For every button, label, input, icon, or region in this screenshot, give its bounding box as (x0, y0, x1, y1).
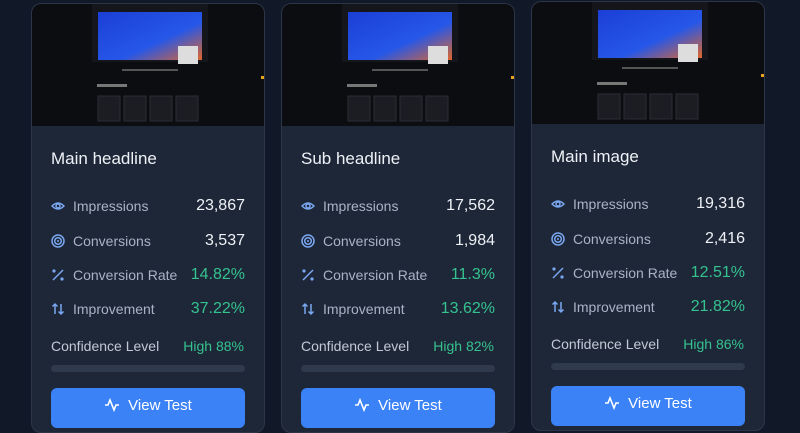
metric-row: Conversion Rate 11.3% (301, 266, 495, 286)
metric-label: Impressions (573, 196, 649, 212)
metric-row: Improvement 37.22% (51, 300, 245, 320)
card-title: Main image (551, 147, 639, 166)
metric-label: Improvement (73, 301, 155, 317)
metric-label: Conversion Rate (573, 265, 678, 281)
thumbnail (282, 4, 514, 126)
metric-icon (302, 269, 314, 281)
metric-row: Conversions 1,984 (301, 232, 495, 252)
metric-value: 14.82% (190, 266, 245, 283)
metric-value: 2,416 (704, 230, 745, 247)
metric-row: Conversion Rate 12.51% (551, 264, 745, 284)
metric-value: 19,316 (696, 195, 745, 212)
test-card: Sub headline Impressions 17,562 Conversions… (281, 3, 515, 433)
thumbnail-image (592, 2, 764, 120)
confidence-bar (301, 365, 495, 372)
metric-row: Impressions 23,867 (51, 197, 245, 217)
confidence-bar (551, 363, 745, 370)
metric-row: Improvement 13.62% (301, 300, 495, 320)
view-test-button[interactable]: View Test (301, 388, 495, 428)
activity-icon (355, 398, 370, 412)
metric-value: 21.82% (690, 298, 745, 315)
confidence-value: High 86% (683, 336, 744, 352)
metric-icon (551, 232, 565, 246)
thumbnail-image (342, 4, 514, 122)
metric-icon (552, 267, 564, 279)
metric-row: Conversions 3,537 (51, 232, 245, 252)
metric-icon (301, 302, 315, 316)
button-label: View Test (628, 394, 692, 412)
metric-value: 17,562 (446, 197, 495, 214)
metric-row: Conversions 2,416 (551, 230, 745, 250)
metric-icon (51, 202, 65, 210)
metric-icon (551, 300, 565, 314)
button-label: View Test (128, 396, 192, 414)
confidence-label: Confidence Level (51, 338, 160, 354)
metric-row: Conversion Rate 14.82% (51, 266, 245, 286)
confidence-label: Confidence Level (301, 338, 410, 354)
confidence-bar (51, 365, 245, 372)
metric-label: Conversion Rate (73, 267, 178, 283)
confidence-value: High 88% (183, 338, 244, 354)
test-card: Main image Impressions 19,316 Conversions 2,… (531, 1, 765, 431)
card-title: Sub headline (301, 149, 401, 168)
metric-value: 13.62% (440, 300, 495, 317)
metric-label: Impressions (73, 198, 149, 214)
confidence-label: Confidence Level (551, 336, 660, 352)
test-card: Main headline Impressions 23,867 Conversion… (31, 3, 265, 433)
confidence-value: High 82% (433, 338, 494, 354)
metric-icon (301, 202, 315, 210)
metric-icon (551, 200, 565, 208)
metric-icon (51, 302, 65, 316)
metric-row: Impressions 17,562 (301, 197, 495, 217)
metric-value: 11.3% (450, 266, 495, 283)
metric-icon (301, 234, 315, 248)
metric-value: 12.51% (690, 264, 745, 281)
metric-value: 37.22% (190, 300, 245, 317)
metric-icon (51, 234, 65, 248)
metric-label: Conversions (323, 233, 401, 249)
button-label: View Test (378, 396, 442, 414)
metric-value: 1,984 (454, 232, 495, 249)
metric-icon (52, 269, 64, 281)
metric-label: Impressions (323, 198, 399, 214)
activity-icon (105, 398, 120, 412)
metric-label: Conversions (573, 231, 651, 247)
metric-label: Conversion Rate (323, 267, 428, 283)
metric-row: Impressions 19,316 (551, 195, 745, 215)
view-test-button[interactable]: View Test (51, 388, 245, 428)
metric-label: Improvement (323, 301, 405, 317)
view-test-button[interactable]: View Test (551, 386, 745, 426)
thumbnail (532, 2, 764, 124)
metric-value: 3,537 (204, 232, 245, 249)
metric-row: Improvement 21.82% (551, 298, 745, 318)
card-title: Main headline (51, 149, 157, 168)
metric-label: Conversions (73, 233, 151, 249)
metric-label: Improvement (573, 299, 655, 315)
metric-value: 23,867 (196, 197, 245, 214)
page: Main headline Impressions 23,867 Conversion… (31, 1, 765, 433)
activity-icon (605, 396, 620, 410)
thumbnail (32, 4, 264, 126)
thumbnail-image (92, 4, 264, 122)
